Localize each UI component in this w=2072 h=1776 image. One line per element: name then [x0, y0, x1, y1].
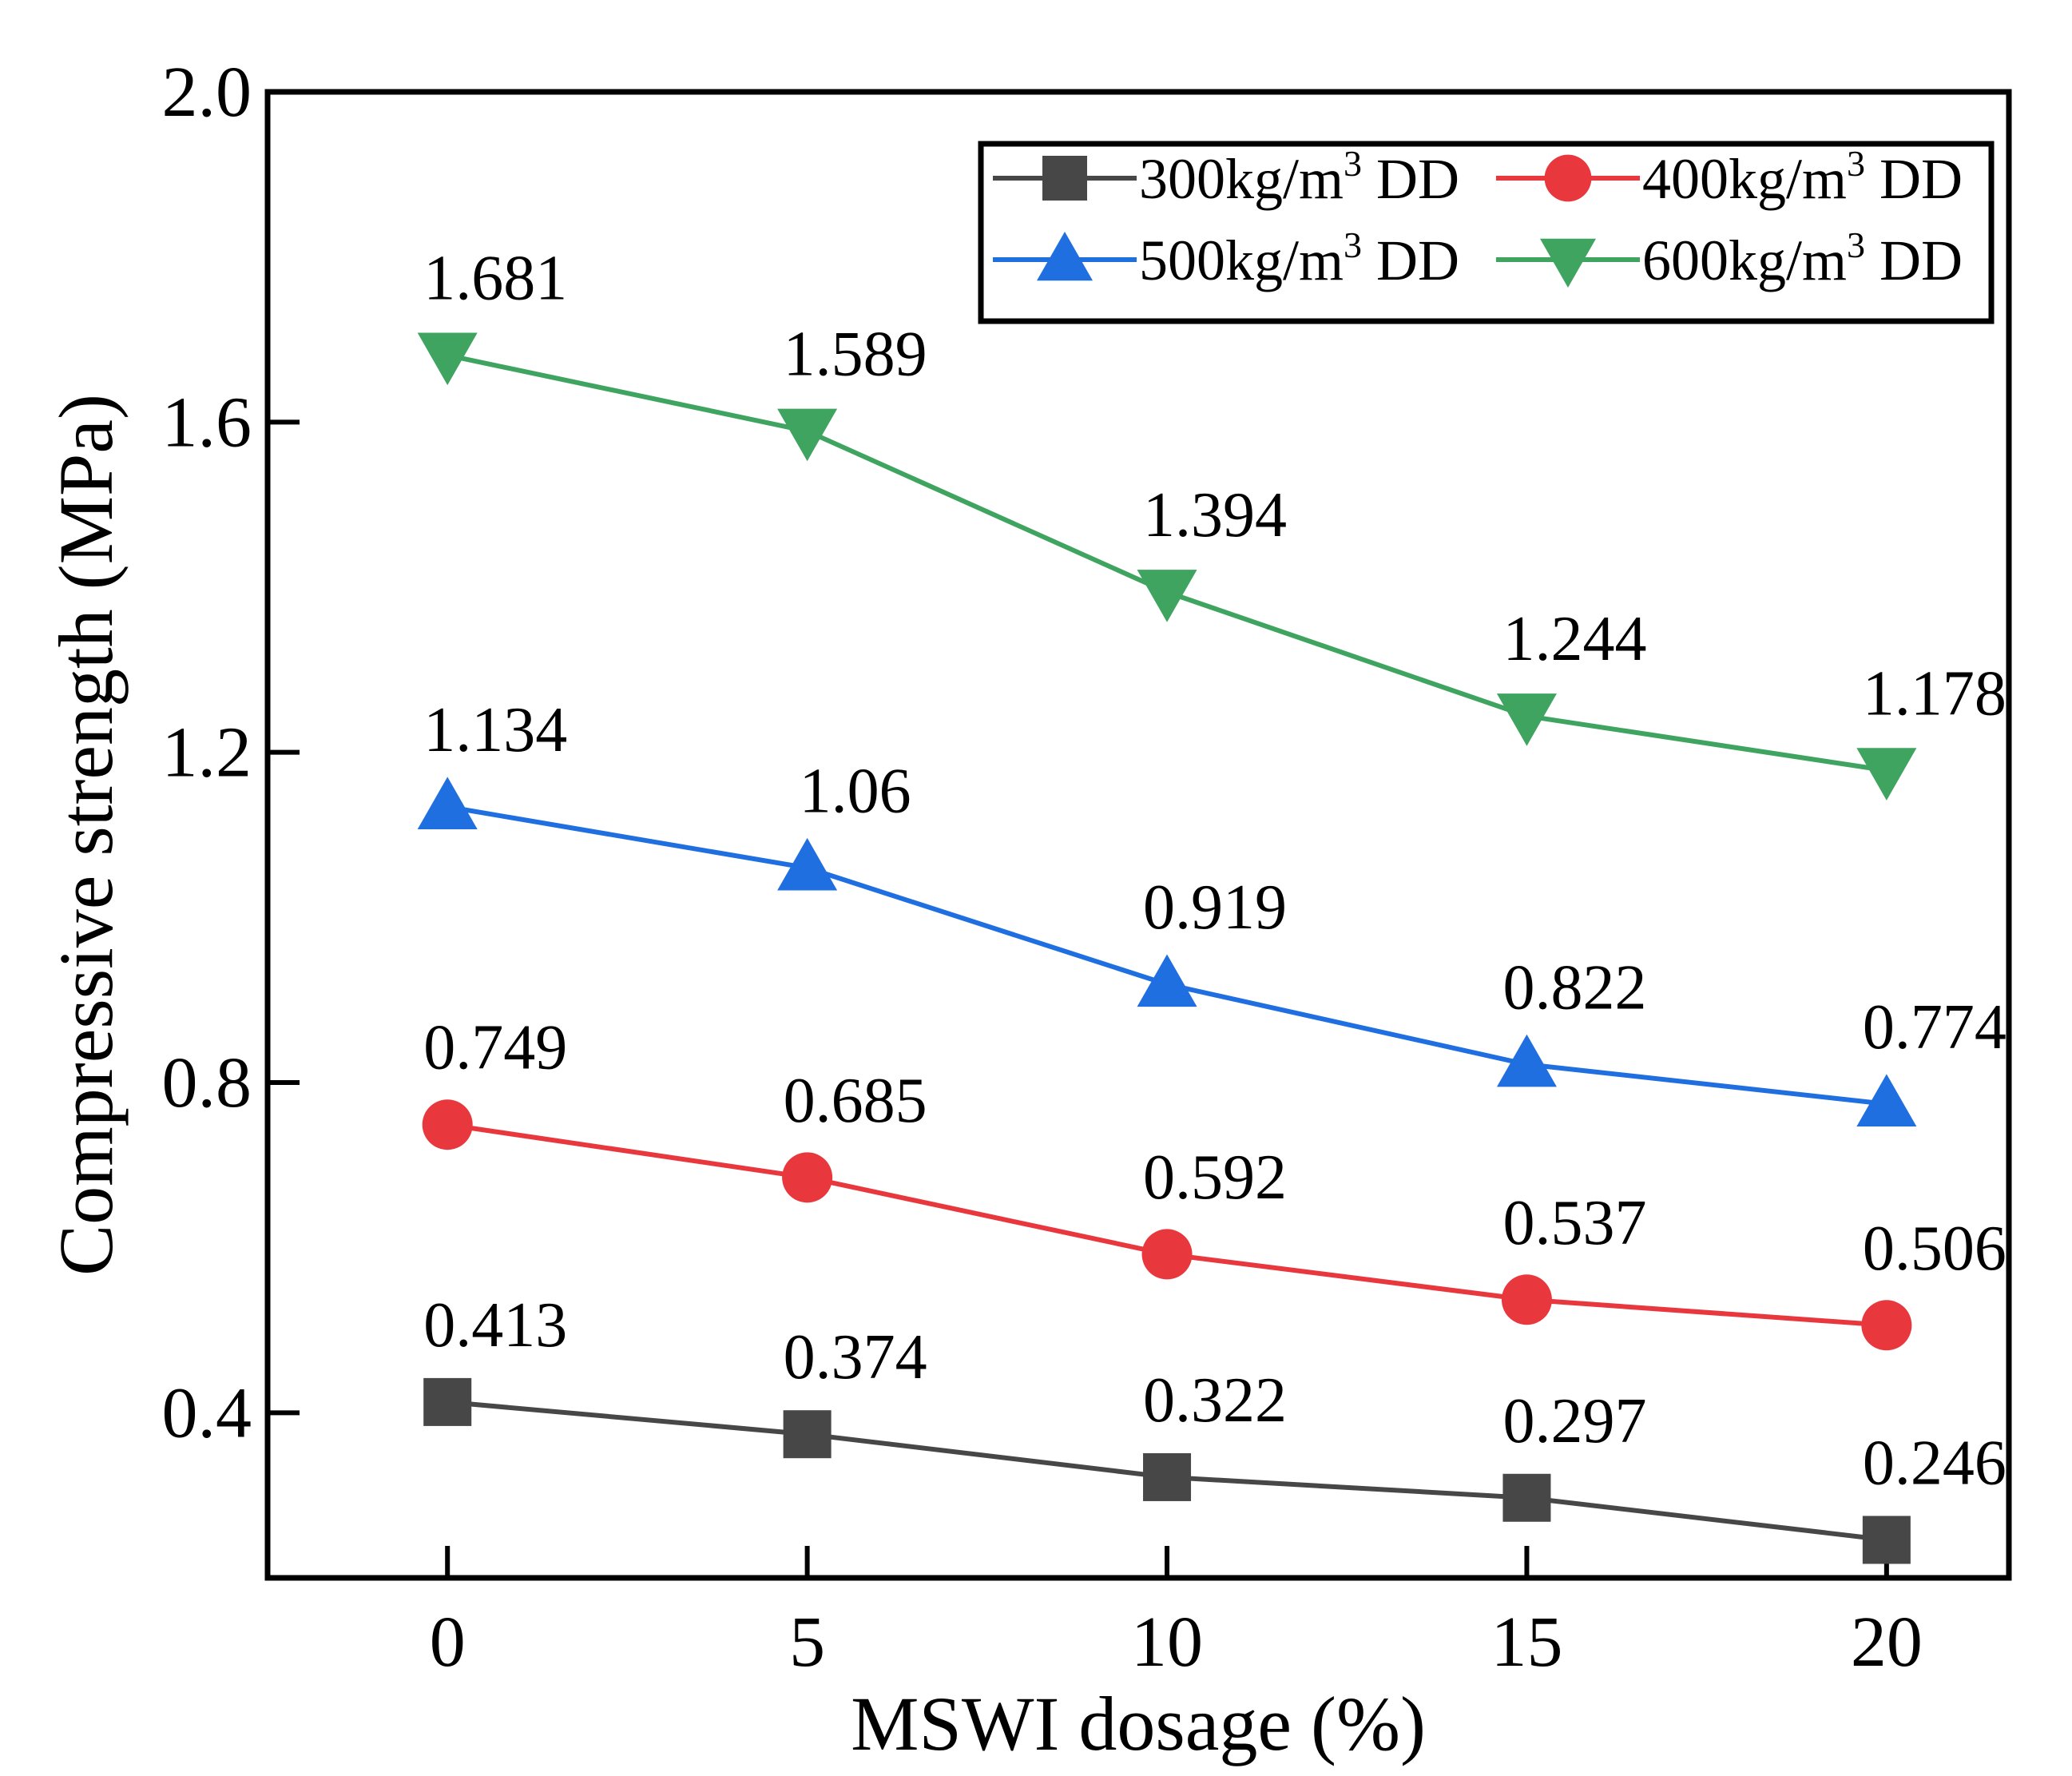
data-label: 0.774 — [1863, 992, 2007, 1063]
x-tick-label: 15 — [1490, 1603, 1562, 1682]
data-labels: 0.413 0.374 0.322 0.297 0.246 0.749 0.685 0.592… — [423, 244, 2007, 1499]
axis-ticks: 0 5 10 15 20 0.4 0.8 1.2 1.6 2.0 — [162, 53, 1923, 1682]
series-line — [447, 352, 1887, 773]
legend-marker — [1037, 232, 1093, 281]
x-tick-label: 20 — [1851, 1603, 1923, 1682]
legend-box — [978, 141, 1995, 324]
data-label: 1.589 — [784, 320, 927, 390]
plot-frame — [264, 89, 2012, 1581]
data-label: 0.246 — [1863, 1428, 2007, 1498]
legend-item: 500kg/m3 DD — [993, 224, 1459, 292]
data-point — [1856, 748, 1917, 801]
legend-marker — [1544, 154, 1592, 202]
data-label: 0.537 — [1502, 1188, 1646, 1258]
series-layer — [417, 332, 1917, 1564]
legend-marker — [1042, 156, 1087, 201]
data-point — [1501, 1274, 1552, 1325]
data-label: 0.506 — [1863, 1214, 2007, 1284]
y-tick-label: 1.6 — [162, 383, 252, 462]
data-point — [777, 837, 838, 891]
data-point — [783, 1410, 832, 1459]
legend-item: 600kg/m3 DD — [1496, 224, 1963, 292]
data-label: 1.681 — [423, 244, 567, 314]
data-point — [1496, 693, 1557, 746]
x-tick-label: 0 — [430, 1603, 466, 1682]
data-label: 0.297 — [1502, 1386, 1646, 1456]
data-label: 1.394 — [1143, 480, 1287, 550]
x-tick-label: 10 — [1131, 1603, 1203, 1682]
y-tick-label: 2.0 — [162, 53, 252, 132]
legend-item: 400kg/m3 DD — [1496, 143, 1963, 211]
data-label: 1.06 — [800, 756, 911, 826]
data-label: 1.134 — [423, 695, 567, 765]
data-label: 0.749 — [423, 1013, 567, 1083]
legend-label: 300kg/m3 DD — [1139, 143, 1459, 211]
data-label: 1.244 — [1502, 604, 1646, 674]
y-tick-label: 1.2 — [162, 713, 252, 793]
data-label: 0.374 — [784, 1322, 927, 1393]
data-label: 0.413 — [423, 1290, 567, 1361]
data-label: 1.178 — [1863, 658, 2007, 729]
legend-marker — [1540, 238, 1596, 288]
data-point — [417, 332, 478, 386]
data-point — [1137, 954, 1197, 1007]
data-point — [777, 408, 838, 462]
legend-label: 400kg/m3 DD — [1642, 143, 1963, 211]
legend-label: 600kg/m3 DD — [1642, 224, 1963, 292]
data-label: 0.322 — [1143, 1365, 1287, 1436]
data-label: 0.685 — [784, 1066, 927, 1136]
y-tick-label: 0.8 — [162, 1043, 252, 1122]
data-point — [1502, 1473, 1551, 1522]
data-label: 0.822 — [1502, 952, 1646, 1023]
x-axis-title: MSWI dosage (%) — [851, 1681, 1426, 1766]
data-point — [1861, 1300, 1912, 1351]
x-tick-label: 5 — [789, 1603, 825, 1682]
data-point — [1143, 1452, 1192, 1501]
data-label: 0.592 — [1143, 1142, 1287, 1213]
data-point — [1856, 1074, 1917, 1126]
legend-label: 500kg/m3 DD — [1139, 224, 1459, 292]
y-tick-label: 0.4 — [162, 1373, 252, 1452]
data-point — [423, 1377, 472, 1426]
data-point — [1141, 1229, 1193, 1280]
data-point — [422, 1099, 473, 1150]
legend-item: 300kg/m3 DD — [993, 143, 1459, 211]
legend: 300kg/m3 DD 400kg/m3 DD 500kg/m3 DD 600kg/m… — [978, 141, 1995, 324]
y-axis-title: Compressive strength (MPa) — [43, 394, 129, 1276]
data-point — [1496, 1034, 1557, 1087]
data-point — [1137, 570, 1197, 622]
data-point — [782, 1152, 833, 1203]
data-point — [1862, 1516, 1911, 1564]
data-label: 0.919 — [1143, 872, 1287, 943]
data-point — [417, 777, 478, 829]
